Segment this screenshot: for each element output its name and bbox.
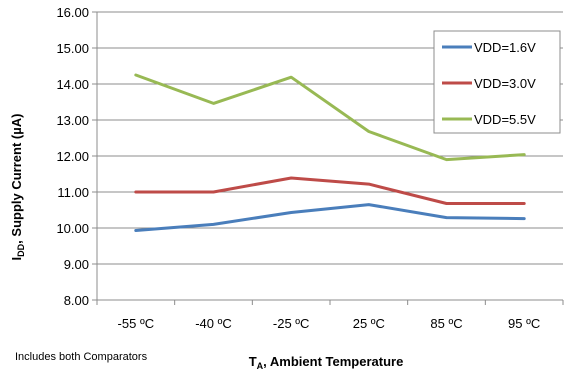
y-tick-label: 10.00 — [56, 221, 89, 236]
y-tick-label: 13.00 — [56, 113, 89, 128]
series-line-1 — [134, 176, 526, 205]
y-tick-labels: 8.00 9.00 10.00 11.00 12.00 13.00 14.00 15.00 16… — [56, 5, 89, 308]
footnote: Includes both Comparators — [15, 351, 148, 363]
y-tick-label: 12.00 — [56, 149, 89, 164]
x-tick-label: -25 ºC — [273, 316, 310, 331]
x-axis-title: TA, Ambient Temperature — [249, 354, 404, 371]
y-tick-label: 8.00 — [64, 293, 89, 308]
y-tick-label: 15.00 — [56, 41, 89, 56]
series-line-0 — [134, 203, 526, 232]
axes — [96, 12, 564, 305]
x-tick-labels: -55 ºC -40 ºC -25 ºC 25 ºC 85 ºC 95 ºC — [118, 316, 541, 331]
y-tick-label: 9.00 — [64, 257, 89, 272]
y-tick-label: 16.00 — [56, 5, 89, 20]
legend-label: VDD=1.6V — [474, 40, 536, 55]
series-line-2 — [134, 73, 526, 162]
x-tick-label: 25 ºC — [353, 316, 385, 331]
y-tick-label: 11.00 — [57, 185, 89, 200]
x-tick-label: 95 ºC — [508, 316, 540, 331]
legend-label: VDD=3.0V — [474, 76, 536, 91]
x-tick-label: -55 ºC — [118, 316, 155, 331]
legend-label: VDD=5.5V — [474, 112, 536, 127]
legend: VDD=1.6V VDD=3.0V VDD=5.5V — [433, 30, 561, 134]
x-tick-label: -40 ºC — [195, 316, 232, 331]
series-lines — [134, 73, 526, 232]
x-tick-label: 85 ºC — [430, 316, 462, 331]
y-axis-title: IDD, Supply Current (µA) — [9, 114, 26, 261]
y-tick-label: 14.00 — [56, 77, 89, 92]
